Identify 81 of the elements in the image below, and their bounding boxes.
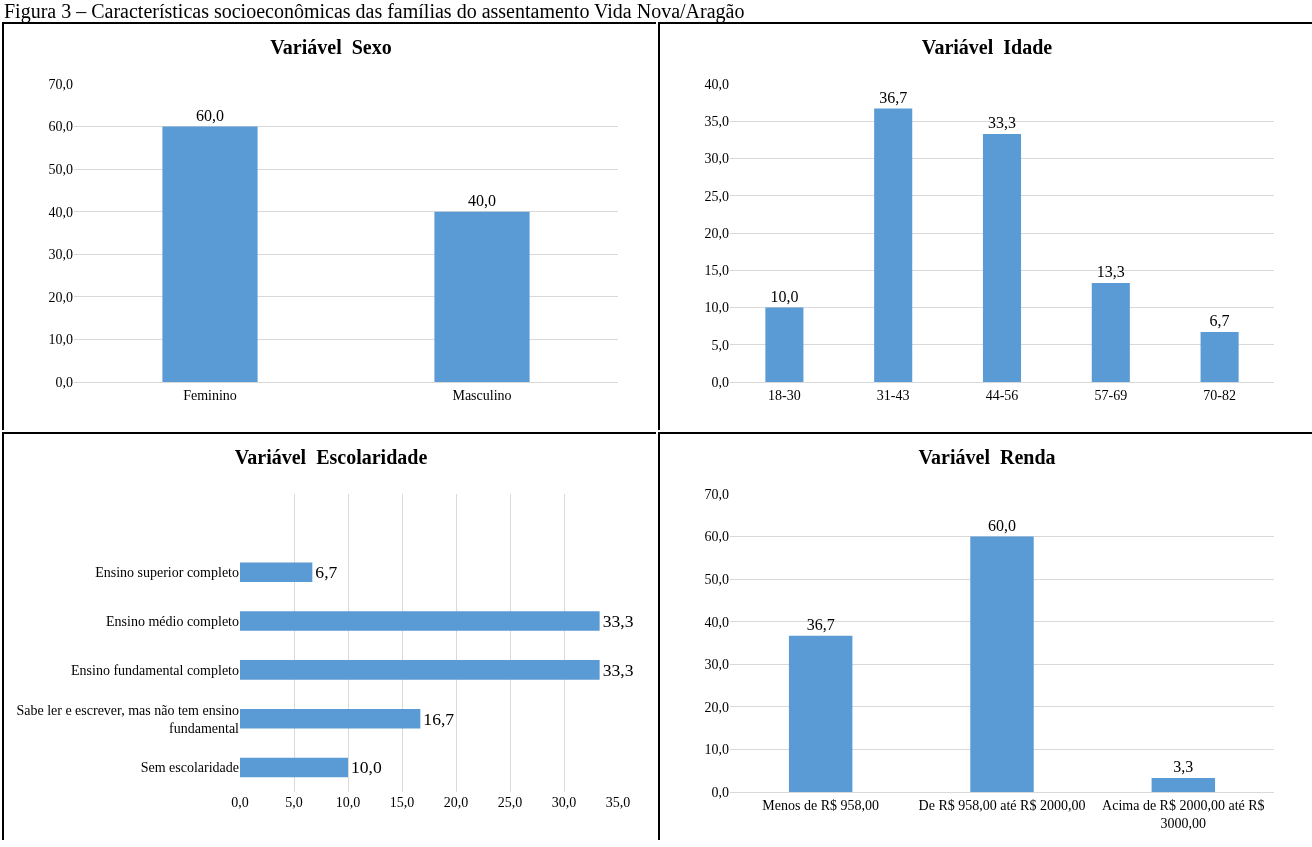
y-tick-label: Ensino médio completo [106,613,239,629]
y-tick-label: 50,0 [704,572,729,588]
y-tick-label: 40,0 [704,614,729,630]
chart-title: Variável Idade [921,36,1053,59]
x-tick-label: 15,0 [389,795,415,810]
x-tick-label: 5,0 [285,795,303,810]
y-tick-label: 30,0 [48,247,73,263]
data-label: 60,0 [196,106,224,124]
y-tick-label: 50,0 [48,162,73,178]
x-tick-label: 25,0 [497,795,523,810]
bar [240,708,421,729]
y-tick-label: 15,0 [704,263,729,279]
text: Figura 3 – Características socioeconômicas das famílias do assentamento Vida Nova/Aragão [3,0,746,22]
data-label: 16,7 [423,708,455,729]
y-tick-label: 70,0 [48,76,73,92]
data-label: 33,3 [602,659,634,680]
x-tick-label: 0,0 [231,795,249,810]
data-label: 60,0 [988,516,1016,534]
data-label: 6,7 [315,562,338,583]
chart-title: Variável Renda [918,446,1056,469]
bar [788,635,853,792]
y-tick-label: 10,0 [704,300,729,316]
y-tick-label: 40,0 [48,204,73,220]
data-label: 33,3 [602,610,634,631]
x-tick-label: 70-82 [1203,387,1236,403]
x-tick-label: 18-30 [768,387,801,403]
bar [240,660,600,680]
y-tick-label: Ensino fundamental completo [71,662,239,678]
x-tick-label: 31-43 [876,387,910,403]
bar [240,562,313,582]
data-label: 36,7 [806,615,835,633]
x-tick-label: 20,0 [443,795,469,810]
y-tick-label: 10,0 [48,332,73,348]
x-tick-label: Menos de R$ 958,00 [762,797,880,813]
x-tick-label: Acima de R$ 2000,00 até R$ 3000,00 [1102,797,1265,831]
y-tick-label: 70,0 [704,486,729,502]
data-label: 40,0 [468,191,496,209]
y-tick-label: 35,0 [704,114,729,130]
y-tick-label: 20,0 [704,225,729,241]
y-tick-label: 0,0 [711,374,729,390]
x-tick-label: 10,0 [335,795,361,810]
y-tick-label: 0,0 [711,784,729,800]
bar [240,757,348,778]
chart-title: Variável Escolaridade [234,446,428,469]
y-tick-label: 30,0 [704,151,729,167]
data-label: 10,0 [770,287,799,305]
y-tick-label: 10,0 [704,742,729,758]
bar [1151,777,1216,792]
bar [982,133,1022,382]
bar [970,536,1034,792]
y-tick-label: 5,0 [711,337,729,353]
x-tick-label: 44-56 [985,387,1019,403]
y-tick-label: 20,0 [704,699,729,715]
y-tick-label: 25,0 [704,188,729,204]
x-tick-label: 30,0 [551,795,577,810]
y-tick-label: Sabe ler e escrever, mas não tem ensino fundamental [16,702,240,736]
x-tick-label: Feminino [183,387,237,403]
x-tick-label: Masculino [452,387,512,403]
bar [1200,332,1239,382]
y-tick-label: 30,0 [704,657,729,673]
x-tick-label: De R$ 958,00 até R$ 2000,00 [918,797,1086,813]
y-tick-label: 40,0 [704,76,729,92]
data-label: 10,0 [351,757,382,778]
data-label: 33,3 [988,113,1016,131]
y-tick-label: 20,0 [48,289,73,305]
data-label: 6,7 [1209,312,1230,330]
x-tick-label: 57-69 [1094,387,1128,403]
y-tick-label: Sem escolaridade [140,760,239,776]
x-tick-label: 35,0 [605,795,631,810]
data-label: 3,3 [1173,757,1194,775]
bar [240,611,600,631]
y-tick-label: Ensino superior completo [95,565,239,581]
chart-title: Variável Sexo [270,36,392,59]
y-tick-label: 60,0 [704,529,729,545]
bar [1091,282,1130,382]
y-tick-label: 0,0 [55,374,73,390]
bar [765,307,804,382]
data-label: 36,7 [879,88,908,106]
y-tick-label: 60,0 [48,119,73,135]
bar [874,108,913,382]
data-label: 13,3 [1096,262,1125,280]
